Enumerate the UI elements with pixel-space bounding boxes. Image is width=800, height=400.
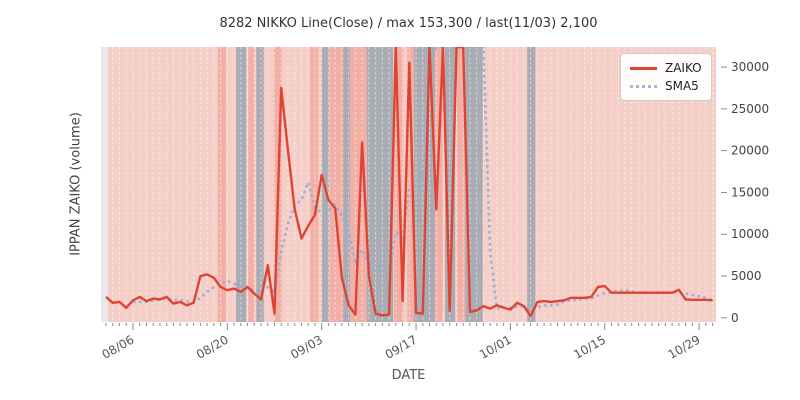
svg-text:15000: 15000	[731, 185, 769, 199]
zaiko-line-swatch	[630, 66, 657, 70]
legend-label-zaiko: ZAIKO	[665, 61, 702, 75]
svg-text:30000: 30000	[731, 60, 769, 74]
svg-text:10/01: 10/01	[477, 332, 514, 361]
svg-text:09/03: 09/03	[288, 332, 325, 361]
svg-text:20000: 20000	[731, 144, 769, 158]
svg-text:09/17: 09/17	[383, 332, 420, 361]
legend-item-zaiko: ZAIKO	[630, 59, 702, 77]
svg-text:10/29: 10/29	[666, 332, 703, 361]
svg-text:08/06: 08/06	[100, 332, 137, 361]
legend-item-sma5: SMA5	[630, 77, 702, 95]
svg-text:25000: 25000	[731, 102, 769, 116]
legend: ZAIKO SMA5	[620, 53, 712, 101]
chart-title: 8282 NIKKO Line(Close) / max 153,300 / l…	[219, 16, 598, 31]
svg-text:10/15: 10/15	[571, 332, 608, 361]
sma5-line-swatch	[630, 84, 657, 88]
svg-text:08/20: 08/20	[194, 332, 231, 361]
legend-label-sma5: SMA5	[665, 79, 699, 93]
svg-text:10000: 10000	[731, 227, 769, 241]
svg-text:5000: 5000	[731, 269, 762, 283]
svg-text:0: 0	[731, 311, 739, 325]
x-axis-label: DATE	[391, 368, 426, 383]
